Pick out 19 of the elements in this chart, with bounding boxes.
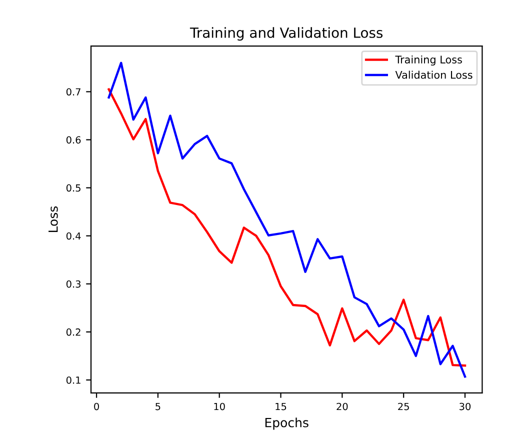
y-tick-label: 0.6 xyxy=(66,136,81,144)
chart-title: Training and Validation Loss xyxy=(190,27,383,41)
y-tick-label: 0.2 xyxy=(66,328,80,336)
x-tick-label: 15 xyxy=(276,402,286,410)
y-tick-label: 0.5 xyxy=(66,184,80,192)
x-tick-label: 20 xyxy=(336,402,348,410)
x-tick-label: 10 xyxy=(214,402,225,410)
y-tick-label: 0.7 xyxy=(66,88,80,96)
legend-label: Validation Loss xyxy=(395,70,472,79)
y-tick-label: 0.1 xyxy=(66,376,80,384)
y-tick-label: 0.4 xyxy=(66,232,81,240)
x-tick-label: 5 xyxy=(156,402,160,410)
legend-label: Training Loss xyxy=(395,55,462,66)
x-tick-label: 25 xyxy=(398,402,409,410)
y-tick-label: 0.3 xyxy=(66,280,80,288)
y-axis-title: Loss xyxy=(48,206,58,232)
x-tick-label: 30 xyxy=(460,402,471,410)
x-tick-label: 0 xyxy=(94,402,99,410)
x-axis-title: Epochs xyxy=(265,418,308,430)
